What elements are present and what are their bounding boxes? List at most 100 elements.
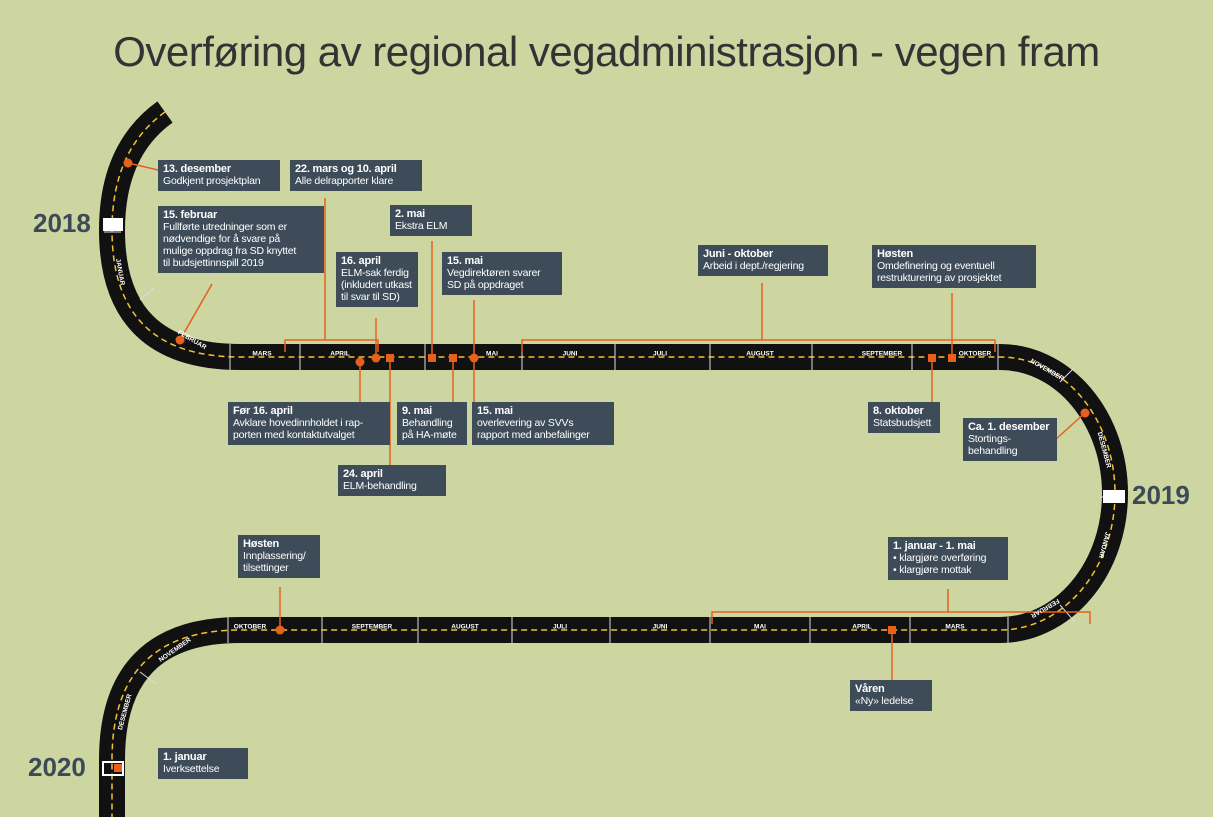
event-dot: [386, 354, 394, 362]
event-date: 15. februar: [163, 209, 319, 221]
event-date: 2. mai: [395, 208, 467, 220]
event-date: 24. april: [343, 468, 441, 480]
event-date: Ca. 1. desember: [968, 421, 1052, 433]
event-text: Statsbudsjett: [873, 417, 935, 429]
event-box: Våren«Ny» ledelse: [850, 680, 932, 711]
connector: [1055, 413, 1085, 440]
month-label: JUNI: [563, 351, 578, 358]
event-date: Høsten: [877, 248, 1031, 260]
month-label: AUGUST: [746, 351, 773, 358]
month-label: MAI: [754, 624, 766, 631]
event-date: Juni - oktober: [703, 248, 823, 260]
event-date: 1. januar: [163, 751, 243, 763]
year-label: 2018: [33, 208, 91, 239]
event-text: ELM-behandling: [343, 480, 441, 492]
month-label: SEPTEMBER: [352, 624, 393, 631]
event-date: 15. mai: [447, 255, 557, 267]
month-label: MAI: [486, 351, 498, 358]
event-dot: [114, 764, 122, 772]
event-text: overlevering av SVVs: [477, 417, 609, 429]
event-text: behandling: [968, 445, 1052, 457]
connector: [522, 283, 995, 352]
event-dot: [888, 626, 896, 634]
event-dot: [356, 358, 365, 367]
event-text: tilsettinger: [243, 562, 315, 574]
event-text: Godkjent prosjektplan: [163, 175, 275, 187]
event-text: på HA-møte: [402, 429, 462, 441]
year-label: 2020: [28, 752, 86, 783]
month-label: APRIL: [330, 351, 350, 358]
event-text: Iverksettelse: [163, 763, 243, 775]
month-label: JULI: [653, 351, 667, 358]
event-text: ELM-sak ferdig: [341, 267, 413, 279]
event-box: HøstenOmdefinering og eventuellrestruktu…: [872, 245, 1036, 288]
event-text: (inkludert utkast: [341, 279, 413, 291]
event-dot: [428, 354, 436, 362]
month-label: OKTOBER: [959, 351, 992, 358]
event-dot: [948, 354, 956, 362]
month-label: MARS: [252, 351, 272, 358]
event-text: nødvendige for å svare på: [163, 233, 319, 245]
event-text: mulige oppdrag fra SD knyttet: [163, 245, 319, 257]
event-text: Arbeid i dept./regjering: [703, 260, 823, 272]
event-text: SD på oppdraget: [447, 279, 557, 291]
year-marker: [1103, 490, 1125, 503]
event-date: 16. april: [341, 255, 413, 267]
event-text: Omdefinering og eventuell: [877, 260, 1031, 272]
event-text: Stortings-: [968, 433, 1052, 445]
event-dot: [372, 354, 381, 363]
event-date: 1. januar - 1. mai: [893, 540, 1003, 552]
event-dot: [276, 626, 285, 635]
event-text: Vegdirektøren svarer: [447, 267, 557, 279]
event-dot: [124, 159, 133, 168]
month-label: OKTOBER: [234, 624, 267, 631]
event-date: Før 16. april: [233, 405, 385, 417]
event-text: porten med kontaktutvalget: [233, 429, 385, 441]
event-date: 13. desember: [163, 163, 275, 175]
event-date: 15. mai: [477, 405, 609, 417]
month-divider: [140, 288, 154, 300]
event-dot: [470, 354, 479, 363]
event-text: Behandling: [402, 417, 462, 429]
month-label: APRIL: [852, 624, 872, 631]
event-text: restrukturering av prosjektet: [877, 272, 1031, 284]
year-label: 2019: [1132, 480, 1190, 511]
month-label: AUGUST: [451, 624, 478, 631]
event-text: Innplassering/: [243, 550, 315, 562]
event-text: til svar til SD): [341, 291, 413, 303]
month-label: JULI: [553, 624, 567, 631]
event-date: 8. oktober: [873, 405, 935, 417]
event-text: «Ny» ledelse: [855, 695, 927, 707]
page: {"title": "Overføring av regional vegadm…: [0, 0, 1213, 817]
event-text: Fullførte utredninger som er: [163, 221, 319, 233]
event-box: 1. januar - 1. mai• klargjøre overføring…: [888, 537, 1008, 580]
event-text: Ekstra ELM: [395, 220, 467, 232]
event-text: • klargjøre mottak: [893, 564, 1003, 576]
event-date: 9. mai: [402, 405, 462, 417]
event-box: Ca. 1. desemberStortings-behandling: [963, 418, 1057, 461]
event-dot: [928, 354, 936, 362]
event-text: • klargjøre overføring: [893, 552, 1003, 564]
month-label: MARS: [945, 624, 965, 631]
month-label: JUNI: [653, 624, 668, 631]
event-text: til budsjettinnspill 2019: [163, 257, 319, 269]
event-dot: [1081, 409, 1090, 418]
event-text: rapport med anbefalinger: [477, 429, 609, 441]
event-dot: [449, 354, 457, 362]
year-marker: [103, 218, 123, 231]
event-text: Avklare hovedinnholdet i rap-: [233, 417, 385, 429]
